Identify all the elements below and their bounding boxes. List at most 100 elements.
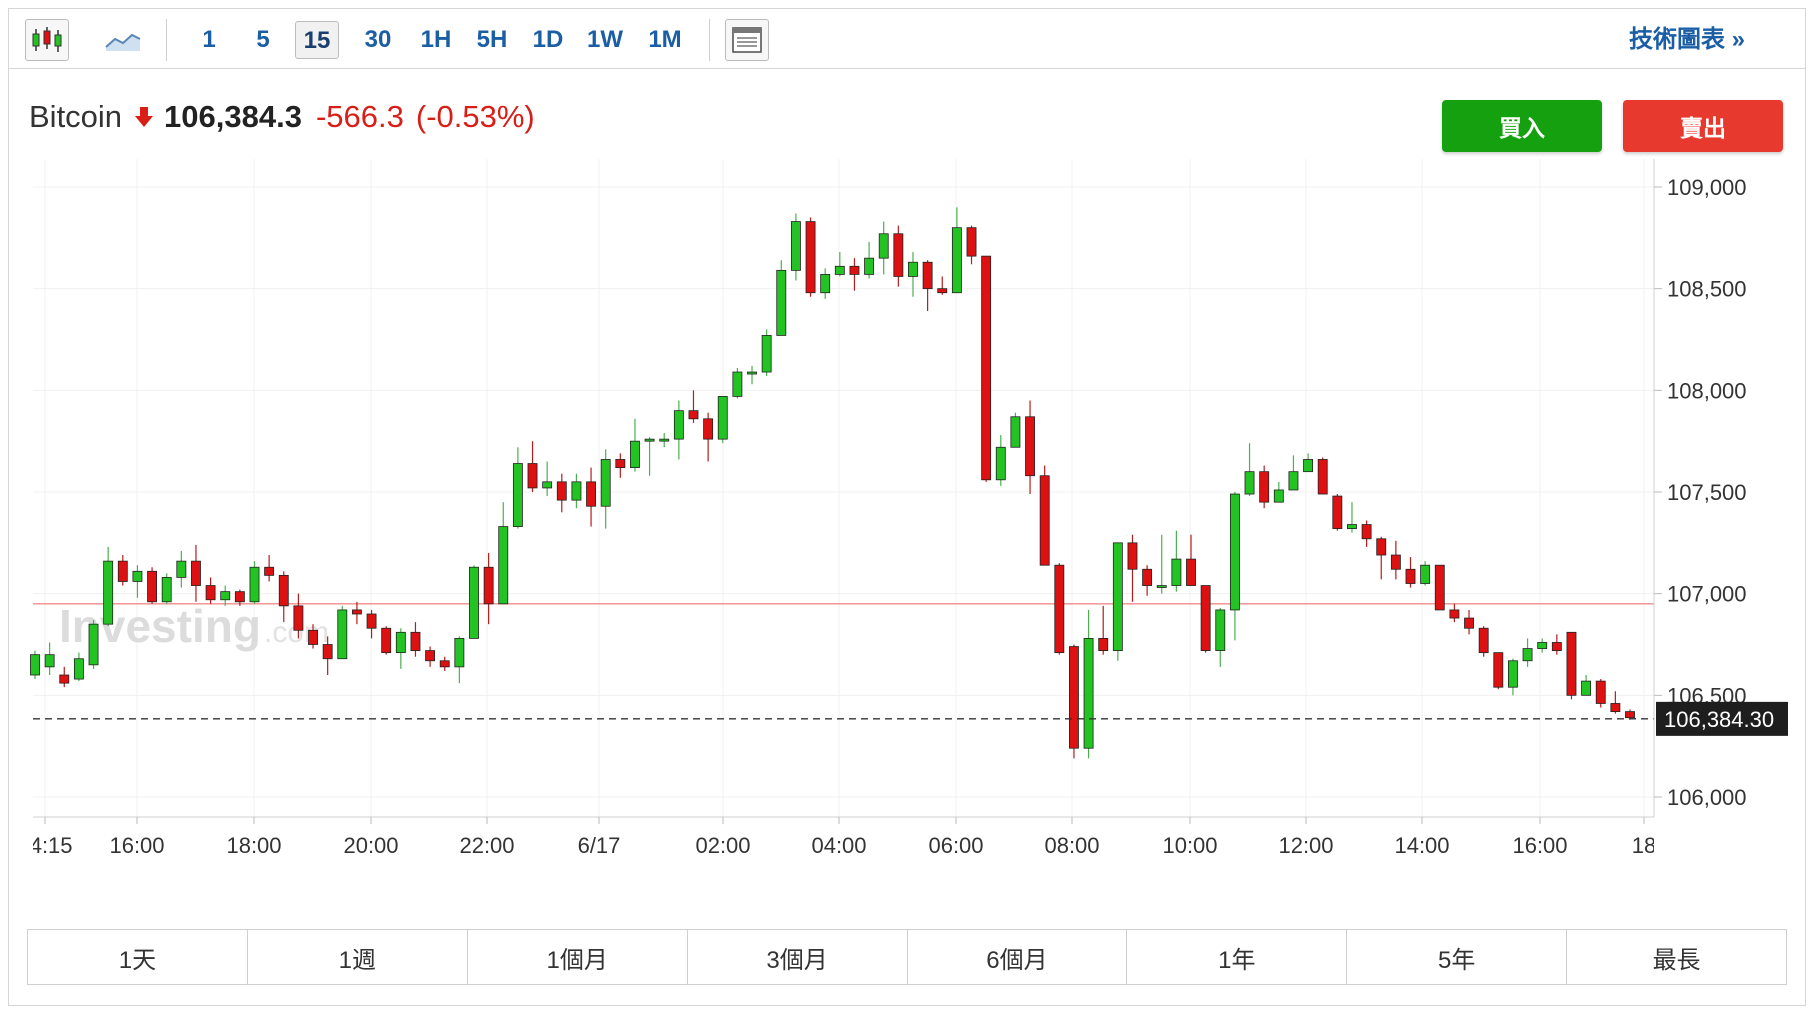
interval-1h[interactable]: 1H <box>420 26 452 53</box>
candle-body <box>644 438 655 442</box>
price-tick-label: 107,000 <box>1667 582 1747 607</box>
candle-body <box>454 638 465 668</box>
area-line-icon[interactable] <box>101 19 145 61</box>
last-price-box <box>1656 701 1788 736</box>
candle-body <box>308 629 318 645</box>
candle-body <box>1317 459 1328 495</box>
candle-body <box>1507 660 1518 688</box>
range-5y[interactable]: 5年 <box>1347 930 1568 984</box>
candle-body <box>688 410 699 420</box>
interval-1[interactable]: 1 <box>202 26 216 53</box>
candle-body <box>1478 627 1489 654</box>
candle-body <box>922 261 933 290</box>
candle-body <box>1142 568 1153 586</box>
candle-body <box>512 463 523 527</box>
candle-body <box>703 418 714 440</box>
candle-body <box>1361 524 1372 540</box>
candle-body <box>469 566 479 639</box>
candle-body <box>1229 493 1240 611</box>
technical-chart-link[interactable]: 技術圖表 » <box>1628 26 1745 53</box>
candle-body <box>951 227 962 294</box>
candlestick-icon[interactable] <box>25 19 69 61</box>
candle-body <box>1069 646 1079 749</box>
candle-body <box>1186 558 1196 586</box>
candle-body <box>630 440 640 468</box>
candle-body <box>966 227 977 257</box>
range-1w[interactable]: 1週 <box>248 930 468 984</box>
candle-body <box>410 631 421 651</box>
price-tick-label: 109,000 <box>1667 175 1747 200</box>
candle-body <box>249 566 260 603</box>
candle-body <box>1420 564 1431 584</box>
time-tick-label: 16:00 <box>109 833 164 858</box>
buy-button[interactable]: 買入 <box>1442 100 1602 152</box>
layout-icon[interactable] <box>725 19 769 61</box>
candle-body <box>615 459 626 469</box>
candle-body <box>264 566 275 576</box>
time-tick-label: 08:00 <box>1044 833 1099 858</box>
time-tick-label: 10:00 <box>1162 833 1217 858</box>
time-tick-label: 18:00 <box>226 833 281 858</box>
candle-body <box>117 560 128 582</box>
time-tick-label: 22:00 <box>459 833 514 858</box>
price-tick-label: 107,500 <box>1667 480 1747 505</box>
candle-body <box>161 577 172 603</box>
candle-body <box>1625 711 1635 719</box>
candle-body <box>147 570 158 603</box>
toolbar-separator <box>166 19 167 61</box>
candle-body <box>205 585 216 601</box>
candle-body <box>1449 609 1460 619</box>
interval-5[interactable]: 5 <box>256 26 270 53</box>
candle-body <box>44 654 55 668</box>
interval-15[interactable]: 15 <box>295 21 339 59</box>
candle-body <box>1376 538 1387 556</box>
range-1d[interactable]: 1天 <box>28 930 248 984</box>
time-tick-label: 12:00 <box>1278 833 1333 858</box>
candle-body <box>498 526 509 605</box>
candle-body <box>761 335 772 373</box>
candle-body <box>1200 585 1211 651</box>
candle-body <box>381 627 392 654</box>
candle-body <box>425 650 436 662</box>
candle-body <box>908 261 918 277</box>
time-tick-label: 16:00 <box>1512 833 1567 858</box>
candle-body <box>834 265 845 275</box>
time-tick-label: 14:15 <box>17 833 72 858</box>
interval-1m[interactable]: 1M <box>648 26 682 53</box>
candle-body <box>1010 416 1021 448</box>
candle-body <box>556 481 567 501</box>
candle-body <box>1054 564 1065 654</box>
price-change-percent: (-0.53%) <box>415 99 535 134</box>
interval-1w[interactable]: 1W <box>587 26 623 53</box>
range-1y[interactable]: 1年 <box>1127 930 1348 984</box>
range-1m[interactable]: 1個月 <box>468 930 688 984</box>
candle-body <box>103 560 114 625</box>
candle-body <box>322 644 333 660</box>
sell-button[interactable]: 賣出 <box>1623 100 1783 152</box>
interval-1d[interactable]: 1D <box>532 26 564 53</box>
range-6m[interactable]: 6個月 <box>908 930 1128 984</box>
candle-body <box>659 438 670 442</box>
candle-body <box>1303 459 1314 473</box>
candle-body <box>1039 475 1050 566</box>
candle-body <box>790 221 801 271</box>
candlestick-chart[interactable]: Investing .com106,000106,500107,000107,50… <box>9 9 1807 924</box>
candle-body <box>600 459 611 507</box>
candle-body <box>981 255 992 481</box>
candle-body <box>1405 568 1416 584</box>
candle-body <box>176 560 187 578</box>
candle-body <box>878 233 889 259</box>
candle-body <box>1566 631 1577 696</box>
quote-header: Bitcoin 106,384.3 -566.3 (-0.53%) <box>29 97 535 137</box>
interval-30[interactable]: 30 <box>364 26 392 53</box>
time-tick-label: 14:00 <box>1394 833 1449 858</box>
range-max[interactable]: 最長 <box>1652 946 1701 974</box>
candle-body <box>1098 638 1109 652</box>
candle-body <box>937 288 948 294</box>
range-3m[interactable]: 3個月 <box>688 930 908 984</box>
candle-body <box>1112 542 1123 651</box>
interval-5h[interactable]: 5H <box>476 26 508 53</box>
price-change: -566.3 <box>315 99 404 134</box>
candle-body <box>1347 524 1357 529</box>
chart-widget: 1 5 15 30 1H 5H 1D 1W 1M 技術圖表 » Bitcoin … <box>8 8 1806 1006</box>
